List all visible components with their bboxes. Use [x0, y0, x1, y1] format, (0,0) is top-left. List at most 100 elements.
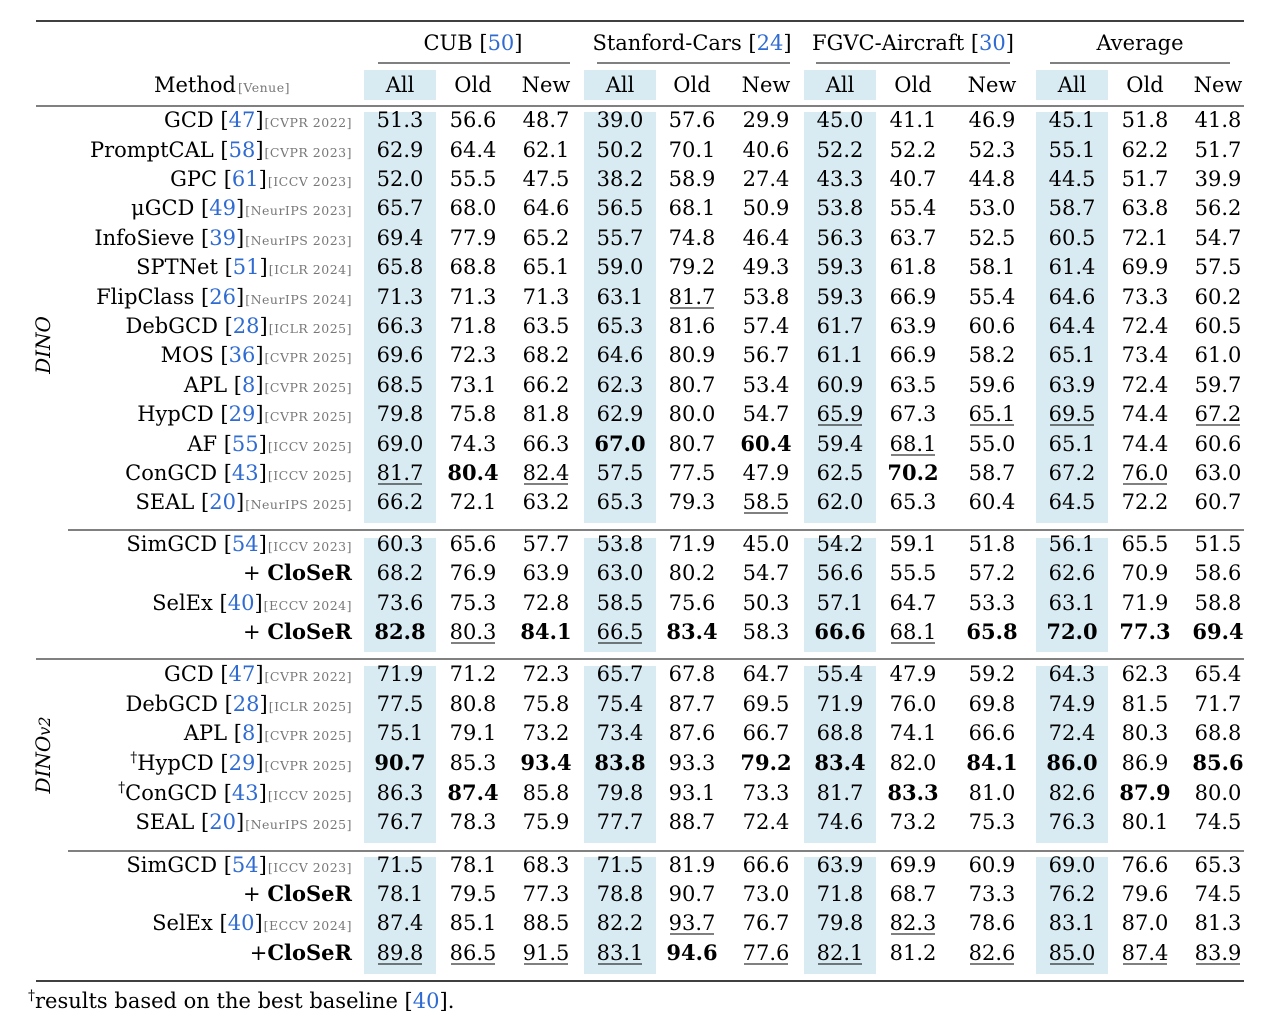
- value-cell: 57.6: [669, 108, 716, 132]
- value-cell: 59.4: [817, 432, 864, 456]
- value-cell: 83.3: [887, 780, 938, 805]
- method-label: HypCD [: [137, 402, 228, 426]
- method-label: ConGCD [: [125, 781, 232, 805]
- value-cell: 81.2: [890, 941, 937, 965]
- value-cell: 71.9: [817, 692, 864, 716]
- value-cell: 53.0: [969, 196, 1016, 220]
- value-cell: 68.0: [450, 196, 497, 220]
- value-cell: 72.0: [1046, 619, 1097, 644]
- value-cell: 55.0: [969, 432, 1016, 456]
- value-cell: 50.3: [743, 591, 790, 615]
- value-cell: 59.0: [597, 255, 644, 279]
- value-cell: 53.3: [969, 591, 1016, 615]
- value-cell: 62.0: [817, 490, 864, 514]
- value-cell: 73.4: [1122, 343, 1169, 367]
- value-cell: 29.9: [743, 108, 790, 132]
- value-cell: 51.5: [1195, 532, 1242, 556]
- value-cell: 65.9: [817, 402, 864, 426]
- method-label: SimGCD [: [126, 532, 232, 556]
- value-cell: 56.5: [597, 196, 644, 220]
- value-cell: 68.2: [377, 561, 424, 585]
- venue-tag: [CVPR 2025]: [265, 758, 352, 773]
- value-cell: 72.1: [1122, 226, 1169, 250]
- citation-link: 43: [232, 781, 259, 805]
- value-cell: 44.5: [1049, 167, 1096, 191]
- value-cell: 52.2: [890, 138, 937, 162]
- value-cell: 87.0: [1122, 911, 1169, 935]
- value-cell: 83.1: [597, 941, 644, 965]
- citation-link: 50: [488, 31, 515, 55]
- value-cell: 70.1: [669, 138, 716, 162]
- subcol-header: All: [605, 73, 635, 97]
- method-name: HypCD [29][CVPR 2025]: [137, 402, 352, 426]
- dataset-header: CUB [50]: [423, 31, 522, 55]
- citation-link: 55: [232, 432, 259, 456]
- value-cell: 58.5: [597, 591, 644, 615]
- value-cell: 39.9: [1195, 167, 1242, 191]
- value-cell: 57.7: [523, 532, 570, 556]
- value-cell: 74.1: [890, 721, 937, 745]
- value-cell: 81.5: [1122, 692, 1169, 716]
- citation-link: 30: [979, 31, 1006, 55]
- value-cell: 72.4: [1122, 314, 1169, 338]
- subcol-header: New: [522, 73, 571, 97]
- value-cell: 78.8: [597, 882, 644, 906]
- citation-link: 8: [242, 721, 255, 745]
- value-cell: 60.4: [740, 431, 791, 456]
- value-cell: 93.7: [669, 911, 716, 935]
- header-all-highlight: [804, 70, 876, 100]
- value-cell: 79.8: [377, 402, 424, 426]
- value-cell: 49.3: [743, 255, 790, 279]
- value-cell: 50.9: [743, 196, 790, 220]
- all-column-highlight: [364, 112, 436, 523]
- value-cell: 56.2: [1195, 196, 1242, 220]
- value-cell: 71.8: [817, 882, 864, 906]
- value-cell: 64.7: [890, 591, 937, 615]
- value-cell: 66.6: [743, 853, 790, 877]
- method-label: APL [: [183, 373, 242, 397]
- venue-tag: [ICCV 2025]: [268, 788, 352, 803]
- method-ours: CloSeR: [267, 560, 352, 585]
- value-cell: 77.9: [450, 226, 497, 250]
- value-cell: 65.7: [597, 662, 644, 686]
- value-cell: 86.3: [377, 781, 424, 805]
- value-cell: 74.4: [1122, 432, 1169, 456]
- all-column-highlight: [804, 857, 876, 974]
- all-column-highlight: [1036, 857, 1108, 974]
- value-cell: 68.7: [890, 882, 937, 906]
- value-cell: 80.3: [1122, 721, 1169, 745]
- value-cell: 66.2: [377, 490, 424, 514]
- subcol-header: New: [742, 73, 791, 97]
- value-cell: 63.0: [597, 561, 644, 585]
- value-cell: 47.5: [523, 167, 570, 191]
- value-cell: 64.5: [1049, 490, 1096, 514]
- value-cell: 80.1: [1122, 810, 1169, 834]
- value-cell: 71.9: [669, 532, 716, 556]
- value-cell: 60.6: [969, 314, 1016, 338]
- method-label: SelEx [: [152, 591, 228, 615]
- value-cell: 53.8: [817, 196, 864, 220]
- method-label: ConGCD [: [125, 461, 232, 485]
- value-cell: 78.1: [377, 882, 424, 906]
- value-cell: 75.3: [969, 810, 1016, 834]
- value-cell: 74.9: [1049, 692, 1096, 716]
- venue-tag: [NeurIPS 2023]: [245, 233, 352, 248]
- value-cell: 71.7: [1195, 692, 1242, 716]
- value-cell: 52.5: [969, 226, 1016, 250]
- value-cell: 39.0: [597, 108, 644, 132]
- value-cell: 73.2: [890, 810, 937, 834]
- venue-tag: [ECCV 2024]: [264, 598, 352, 613]
- value-cell: 72.4: [743, 810, 790, 834]
- value-cell: 83.4: [814, 750, 865, 775]
- value-cell: 80.9: [669, 343, 716, 367]
- value-cell: 65.8: [966, 619, 1017, 644]
- method-label: DebGCD [: [126, 314, 233, 338]
- value-cell: 66.5: [597, 620, 644, 644]
- value-cell: 84.1: [966, 750, 1017, 775]
- all-column-highlight: [364, 538, 436, 652]
- value-cell: 85.6: [1192, 750, 1243, 775]
- value-cell: 67.2: [1049, 461, 1096, 485]
- value-cell: 73.3: [969, 882, 1016, 906]
- value-cell: 65.1: [969, 402, 1016, 426]
- value-cell: 57.2: [969, 561, 1016, 585]
